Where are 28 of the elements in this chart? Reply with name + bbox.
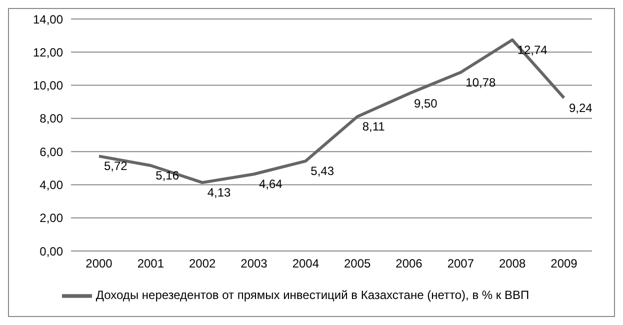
x-tick-label: 2009 bbox=[550, 256, 578, 271]
y-tick-label: 14,00 bbox=[32, 12, 64, 26]
y-tick-label: 10,00 bbox=[32, 78, 64, 93]
x-tick-label: 2000 bbox=[86, 256, 113, 271]
data-label: 5,43 bbox=[310, 164, 334, 178]
data-label: 9,24 bbox=[569, 100, 593, 115]
data-label: 8,11 bbox=[362, 120, 386, 134]
y-tick-label: 6,00 bbox=[40, 144, 64, 159]
x-tick-label: 2007 bbox=[447, 256, 474, 271]
data-label: 10,78 bbox=[466, 75, 496, 90]
legend-label: Доходы нерезедентов от прямых инвестиций в Казахстане (нетто), в % к ВВП bbox=[96, 288, 530, 302]
x-tick-label: 2006 bbox=[396, 256, 423, 271]
x-tick-label: 2008 bbox=[498, 256, 526, 271]
data-label: 9,50 bbox=[414, 96, 438, 111]
x-tick-label: 2002 bbox=[188, 256, 216, 271]
data-label: 5,72 bbox=[104, 159, 128, 174]
y-tick-label: 4,00 bbox=[40, 178, 64, 192]
y-tick-label: 0,00 bbox=[40, 244, 64, 258]
x-tick-label: 2005 bbox=[344, 256, 372, 271]
x-tick-label: 2003 bbox=[240, 256, 268, 271]
x-tick-label: 2004 bbox=[292, 256, 320, 271]
y-tick-label: 8,00 bbox=[40, 112, 64, 126]
x-tick-label: 2001 bbox=[137, 256, 164, 271]
y-tick-label: 2,00 bbox=[40, 211, 64, 226]
y-tick-label: 12,00 bbox=[32, 45, 64, 60]
data-label: 5,16 bbox=[156, 168, 180, 182]
data-label: 4,13 bbox=[207, 186, 232, 200]
data-label: 4,64 bbox=[259, 177, 283, 192]
